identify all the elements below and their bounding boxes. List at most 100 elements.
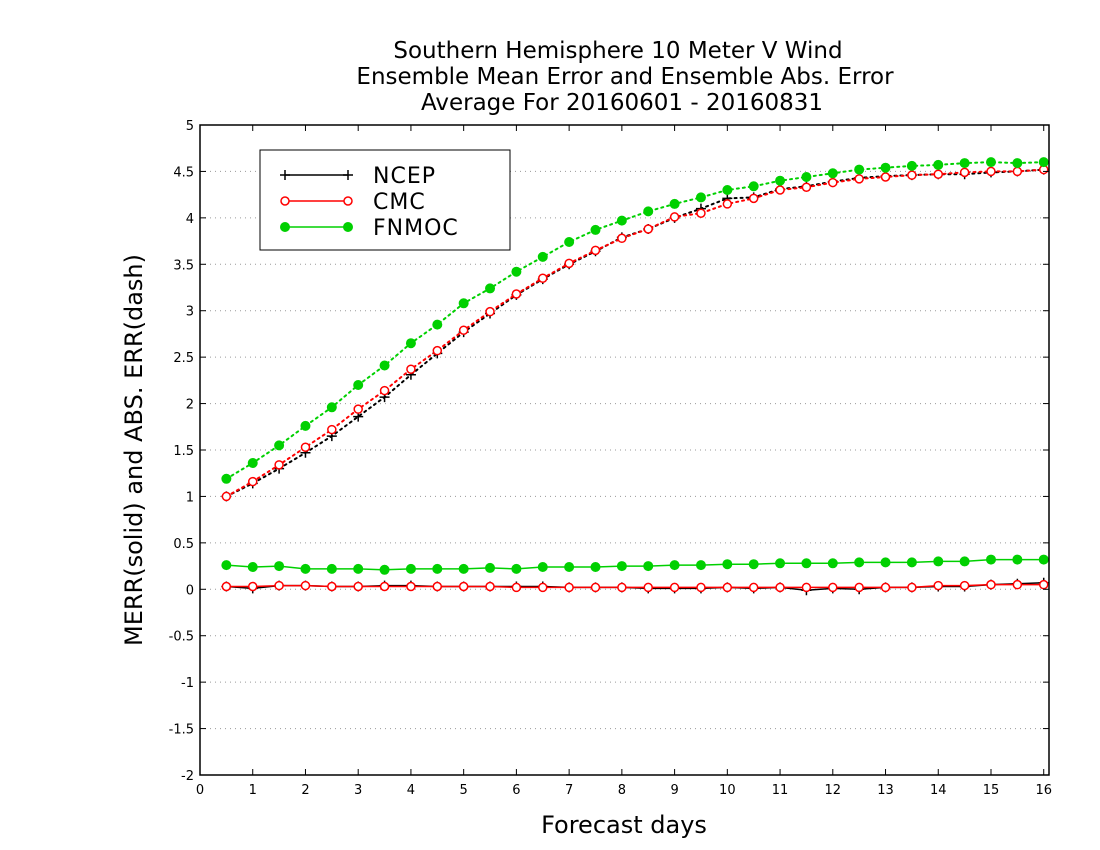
cmc-merr-point bbox=[880, 582, 891, 593]
fnmoc-merr-point bbox=[274, 561, 285, 572]
x-axis: 0 1 2 3 4 5 6 7 8 9 10 11 12 13 14 15 16 bbox=[196, 125, 1052, 798]
cmc-abs-err-point bbox=[1012, 166, 1023, 177]
y-tick-label: 4.5 bbox=[173, 165, 194, 180]
fnmoc-abs-err-point bbox=[221, 473, 232, 484]
legend-marker-fnmoc bbox=[343, 222, 353, 232]
cmc-merr-point bbox=[406, 581, 416, 592]
fnmoc-abs-err-point bbox=[432, 319, 443, 330]
x-tick-label: 14 bbox=[930, 783, 947, 798]
cmc-abs-err-point bbox=[353, 404, 363, 414]
y-tick-label: -1.5 bbox=[169, 723, 194, 738]
grid-lines bbox=[200, 170, 1049, 730]
x-tick-label: 5 bbox=[460, 783, 468, 798]
cmc-merr-point bbox=[564, 582, 574, 593]
fnmoc-merr-point bbox=[300, 563, 311, 574]
cmc-abs-err-point bbox=[274, 460, 284, 470]
fnmoc-merr-point bbox=[432, 563, 443, 574]
fnmoc-merr-point bbox=[906, 557, 917, 568]
fnmoc-abs-err-point bbox=[748, 181, 759, 192]
title-line-2: Ensemble Mean Error and Ensemble Abs. Er… bbox=[356, 64, 894, 90]
fnmoc-merr-point bbox=[933, 556, 944, 567]
fnmoc-abs-err-point bbox=[775, 175, 786, 186]
fnmoc-merr-point bbox=[379, 564, 390, 575]
fnmoc-merr-point bbox=[1038, 554, 1049, 565]
fnmoc-abs-err-point bbox=[722, 185, 733, 195]
fnmoc-abs-err-point bbox=[643, 206, 654, 217]
cmc-merr-point bbox=[933, 580, 944, 591]
y-axis: -2 -1.5 -1 -0.5 0 0.5 1 1.5 2 2.5 3 3.5 4 4.5 5 bbox=[169, 119, 1049, 784]
fnmoc-merr-point bbox=[985, 554, 996, 565]
legend-marker-ncep bbox=[280, 170, 290, 180]
fnmoc-abs-err-point bbox=[537, 251, 548, 262]
fnmoc-merr-point bbox=[827, 558, 838, 569]
legend-label-cmc: CMC bbox=[373, 190, 426, 215]
fnmoc-merr-point bbox=[326, 563, 337, 574]
y-tick-label: 0 bbox=[186, 583, 194, 598]
cmc-abs-err-point bbox=[801, 182, 812, 192]
fnmoc-merr-point bbox=[880, 557, 891, 568]
y-tick-label: -1 bbox=[181, 676, 194, 691]
x-tick-label: 1 bbox=[249, 783, 257, 798]
cmc-abs-err-point bbox=[959, 167, 970, 178]
y-tick-label: 3 bbox=[186, 305, 194, 320]
fnmoc-abs-err-point bbox=[906, 160, 917, 171]
series-fnmoc bbox=[221, 157, 1049, 575]
fnmoc-abs-err-point bbox=[801, 172, 812, 182]
y-tick-label: 1.5 bbox=[173, 444, 194, 459]
cmc-abs-err-point bbox=[379, 385, 390, 396]
cmc-merr-point bbox=[458, 581, 469, 592]
fnmoc-abs-err-point bbox=[458, 298, 469, 309]
fnmoc-abs-err-point bbox=[485, 283, 496, 294]
cmc-abs-err-point bbox=[511, 289, 522, 299]
fnmoc-merr-point bbox=[405, 563, 416, 574]
fnmoc-abs-err-point bbox=[695, 192, 706, 203]
fnmoc-merr-point bbox=[537, 562, 548, 572]
cmc-merr-point bbox=[300, 580, 311, 591]
cmc-abs-err-point bbox=[880, 172, 891, 182]
y-tick-label: 2 bbox=[186, 398, 194, 413]
fnmoc-abs-err-point bbox=[880, 162, 891, 173]
fnmoc-abs-err-point bbox=[564, 237, 575, 247]
cmc-merr-point bbox=[775, 582, 785, 593]
fnmoc-merr-point bbox=[353, 563, 364, 574]
fnmoc-merr-point bbox=[458, 563, 469, 574]
cmc-merr-point bbox=[722, 582, 733, 593]
y-tick-label: -0.5 bbox=[169, 630, 194, 645]
fnmoc-abs-err-point bbox=[274, 440, 285, 451]
fnmoc-abs-err-point bbox=[933, 159, 944, 170]
fnmoc-abs-err-point bbox=[616, 215, 627, 226]
x-tick-label: 16 bbox=[1035, 783, 1052, 798]
cmc-merr-point bbox=[379, 581, 390, 592]
cmc-merr-point bbox=[907, 582, 917, 593]
cmc-abs-err-point bbox=[485, 306, 495, 317]
cmc-abs-err-point bbox=[617, 233, 627, 244]
cmc-abs-err-point bbox=[907, 170, 917, 180]
cmc-abs-err-point bbox=[406, 364, 416, 374]
chart-title: Southern Hemisphere 10 Meter V Wind Ense… bbox=[356, 38, 894, 116]
fnmoc-merr-point bbox=[1012, 554, 1023, 565]
fnmoc-abs-err-line bbox=[225, 161, 1045, 480]
fnmoc-merr-line bbox=[226, 558, 1044, 571]
fnmoc-merr-point bbox=[643, 561, 654, 572]
cmc-abs-err-point bbox=[933, 169, 944, 179]
fnmoc-merr-point bbox=[775, 558, 786, 569]
fnmoc-merr-point bbox=[959, 556, 970, 567]
cmc-abs-err-point bbox=[748, 193, 759, 204]
cmc-merr-point bbox=[538, 582, 548, 593]
y-tick-label: 4 bbox=[186, 212, 194, 227]
y-tick-label: 5 bbox=[186, 119, 194, 134]
fnmoc-abs-err-point bbox=[827, 168, 838, 179]
series-cmc bbox=[221, 164, 1049, 593]
fnmoc-abs-err-point bbox=[247, 458, 258, 468]
cmc-abs-err-point bbox=[590, 245, 601, 256]
cmc-abs-err-point bbox=[669, 212, 680, 222]
cmc-abs-err-point bbox=[564, 258, 574, 269]
y-tick-label: -2 bbox=[181, 769, 194, 784]
fnmoc-abs-err-point bbox=[511, 266, 522, 277]
fnmoc-merr-point bbox=[511, 563, 522, 574]
cmc-merr-point bbox=[221, 581, 232, 592]
legend-marker-fnmoc bbox=[280, 222, 290, 232]
legend-marker-ncep bbox=[343, 170, 353, 180]
